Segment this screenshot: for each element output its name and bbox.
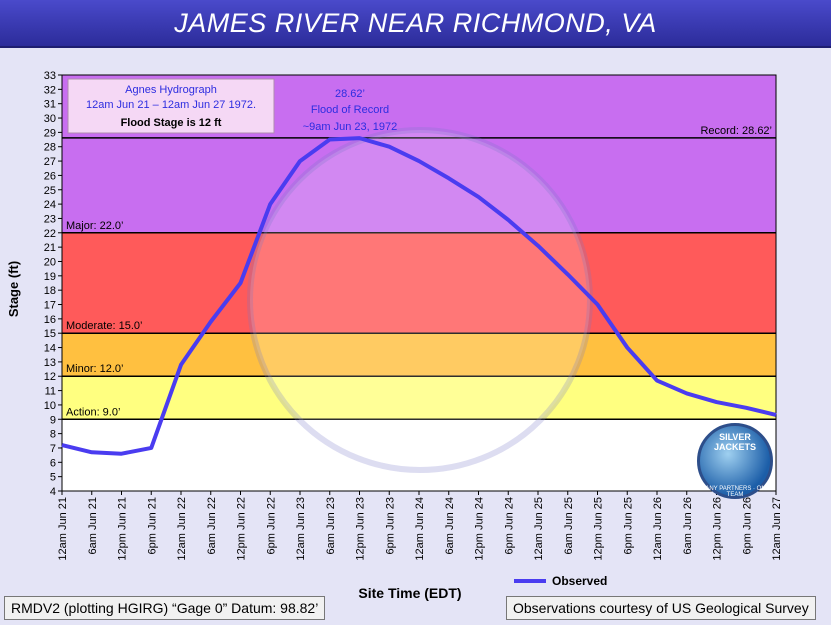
flood-band-0: [62, 376, 776, 420]
y-tick-label-12: 16: [44, 314, 56, 326]
logo-top-text: SILVER JACKETS: [713, 432, 756, 452]
x-tick-label-12: 12am Jun 24: [414, 497, 426, 561]
y-tick-label-1: 5: [50, 472, 56, 484]
info-box: [67, 78, 275, 134]
logo-bottom-text: MANY PARTNERS · ONE TEAM: [700, 486, 770, 498]
peak-line-3: ~9am Jun 23, 1972: [303, 121, 398, 133]
x-tick-label-4: 12am Jun 22: [176, 497, 188, 561]
y-tick-label-23: 27: [44, 156, 56, 168]
x-tick-label-9: 6am Jun 23: [325, 497, 337, 554]
x-tick-label-23: 6pm Jun 26: [741, 497, 753, 554]
x-axis-label: Site Time (EDT): [358, 585, 461, 601]
y-tick-label-10: 14: [44, 343, 56, 355]
x-tick-label-17: 6am Jun 25: [563, 497, 575, 554]
x-tick-label-10: 12pm Jun 23: [355, 497, 367, 561]
chart-title: JAMES RIVER NEAR RICHMOND, VA: [174, 8, 657, 38]
threshold-label-3: Major: 22.0’: [66, 220, 123, 232]
record-label: Record: 28.62’: [700, 125, 772, 137]
silver-jackets-logo: SILVER JACKETS MANY PARTNERS · ONE TEAM: [697, 423, 773, 499]
x-tick-label-6: 12pm Jun 22: [236, 497, 248, 561]
y-tick-label-9: 13: [44, 357, 56, 369]
y-tick-label-4: 8: [50, 429, 56, 441]
x-tick-label-20: 12am Jun 26: [652, 497, 664, 561]
x-tick-label-15: 6pm Jun 24: [503, 497, 515, 554]
x-tick-label-14: 12pm Jun 24: [474, 497, 486, 561]
y-tick-label-18: 22: [44, 228, 56, 240]
y-tick-label-3: 7: [50, 443, 56, 455]
y-tick-label-25: 29: [44, 127, 56, 139]
x-tick-label-16: 12am Jun 25: [533, 497, 545, 561]
x-tick-label-11: 6pm Jun 23: [384, 497, 396, 554]
y-tick-label-15: 19: [44, 271, 56, 283]
info-line-2: 12am Jun 21 – 12am Jun 27 1972.: [86, 99, 256, 111]
x-tick-label-24: 12am Jun 27: [771, 497, 783, 561]
y-tick-label-8: 12: [44, 371, 56, 383]
x-tick-label-3: 6pm Jun 21: [146, 497, 158, 554]
source-note: Observations courtesy of US Geological S…: [506, 596, 816, 620]
threshold-label-0: Action: 9.0’: [66, 406, 120, 418]
datum-note: RMDV2 (plotting HGIRG) “Gage 0” Datum: 9…: [4, 596, 326, 620]
x-tick-label-21: 6am Jun 26: [682, 497, 694, 554]
info-line-1: Agnes Hydrograph: [125, 84, 217, 96]
x-tick-label-2: 12pm Jun 21: [117, 497, 129, 561]
y-tick-label-26: 30: [44, 113, 56, 125]
y-tick-label-16: 20: [44, 256, 56, 268]
y-axis-label: Stage (ft): [6, 261, 21, 317]
title-bar: JAMES RIVER NEAR RICHMOND, VA: [0, 0, 831, 48]
legend-label: Observed: [552, 574, 607, 588]
x-tick-label-22: 12pm Jun 26: [712, 497, 724, 561]
y-tick-label-24: 28: [44, 142, 56, 154]
y-tick-label-13: 17: [44, 300, 56, 312]
y-tick-label-22: 26: [44, 170, 56, 182]
y-tick-label-27: 31: [44, 99, 56, 111]
y-tick-label-29: 33: [44, 70, 56, 82]
y-tick-label-19: 23: [44, 213, 56, 225]
y-tick-label-5: 9: [50, 414, 56, 426]
y-tick-label-0: 4: [50, 486, 56, 498]
y-tick-label-28: 32: [44, 84, 56, 96]
y-tick-label-11: 15: [44, 328, 56, 340]
threshold-label-1: Minor: 12.0’: [66, 363, 123, 375]
info-line-3: Flood Stage is 12 ft: [121, 117, 222, 129]
x-tick-label-8: 12am Jun 23: [295, 497, 307, 561]
x-tick-label-0: 12am Jun 21: [57, 497, 69, 561]
y-tick-label-20: 24: [44, 199, 56, 211]
noaa-watermark: [247, 127, 593, 473]
y-tick-label-14: 18: [44, 285, 56, 297]
x-tick-label-7: 6pm Jun 22: [265, 497, 277, 554]
x-tick-label-13: 6am Jun 24: [444, 497, 456, 554]
y-tick-label-2: 6: [50, 457, 56, 469]
x-tick-label-19: 6pm Jun 25: [622, 497, 634, 554]
x-tick-label-5: 6am Jun 22: [206, 497, 218, 554]
x-tick-label-1: 6am Jun 21: [87, 497, 99, 554]
threshold-label-2: Moderate: 15.0’: [66, 320, 142, 332]
peak-line-1: 28.62’: [335, 88, 365, 100]
y-tick-label-17: 21: [44, 242, 56, 254]
x-tick-label-18: 12pm Jun 25: [593, 497, 605, 561]
peak-line-2: Flood of Record: [311, 104, 389, 116]
y-tick-label-21: 25: [44, 185, 56, 197]
y-tick-label-6: 10: [44, 400, 56, 412]
y-tick-label-7: 11: [45, 386, 56, 398]
flood-band-2: [62, 232, 776, 334]
